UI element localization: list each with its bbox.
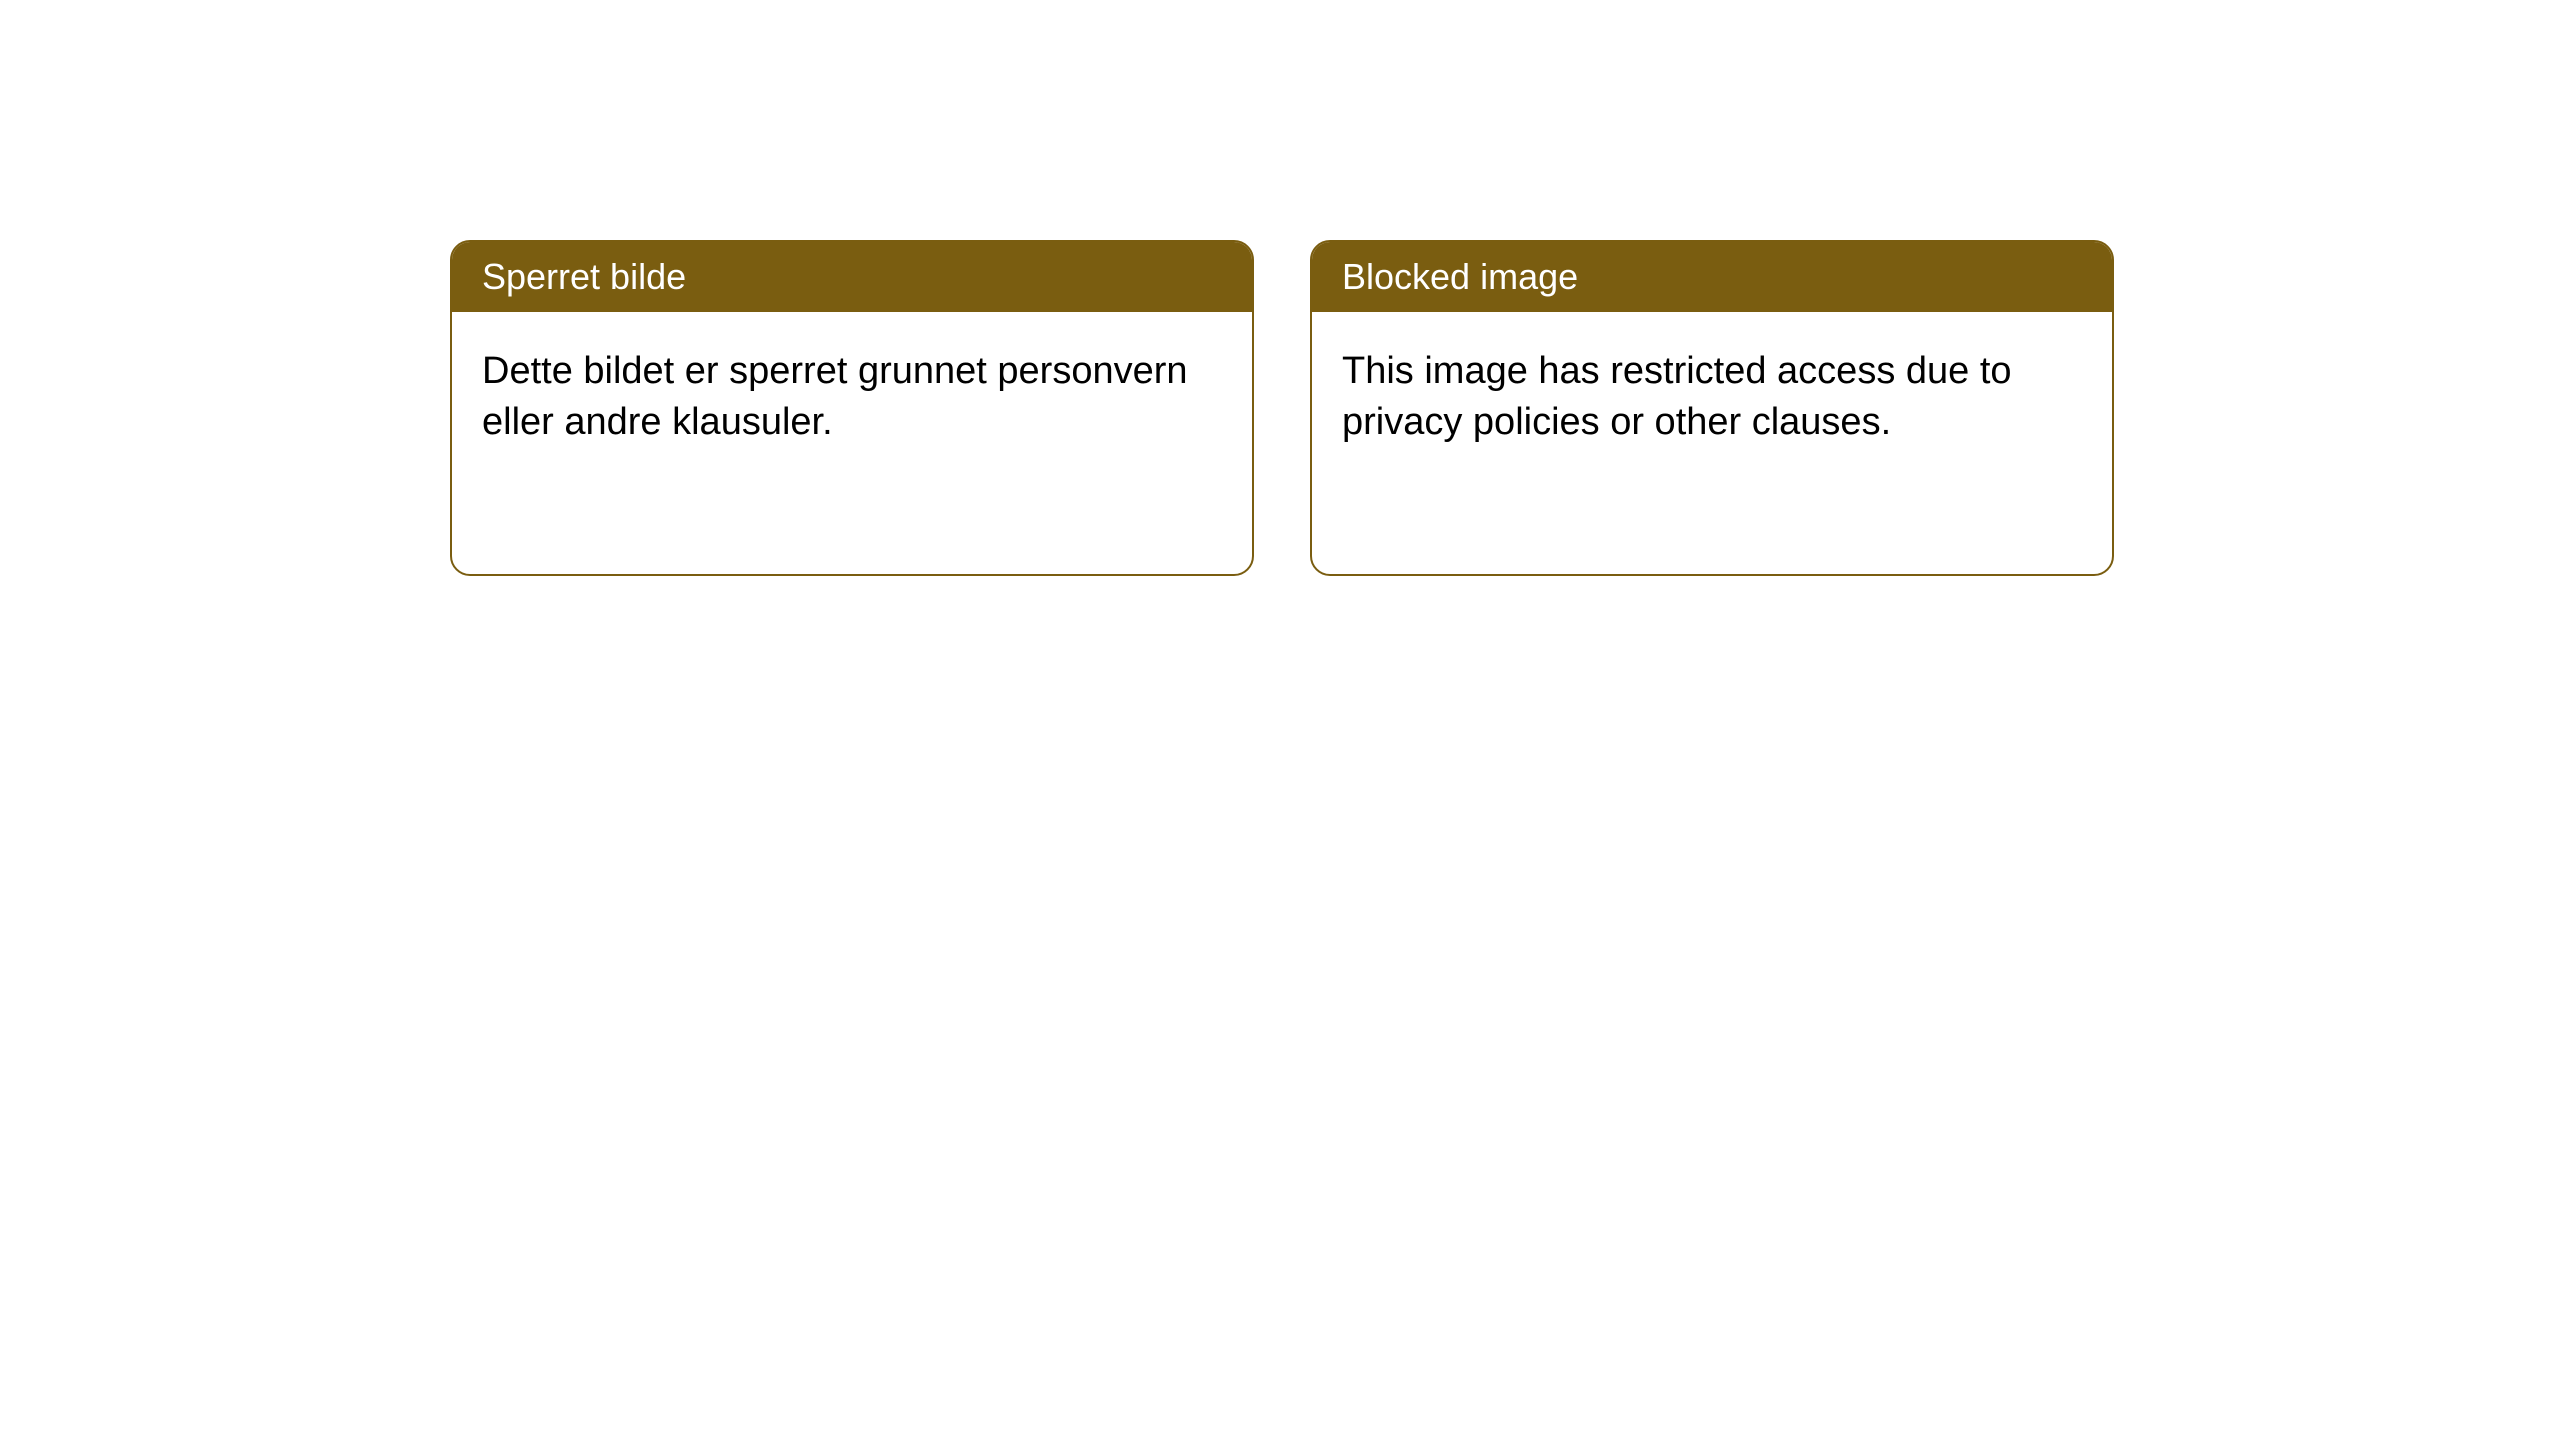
card-title-en: Blocked image: [1342, 256, 1578, 297]
blocked-image-card-no: Sperret bilde Dette bildet er sperret gr…: [450, 240, 1254, 576]
card-header-en: Blocked image: [1312, 242, 2112, 312]
card-body-no: Dette bildet er sperret grunnet personve…: [452, 312, 1252, 483]
blocked-image-card-en: Blocked image This image has restricted …: [1310, 240, 2114, 576]
card-body-en: This image has restricted access due to …: [1312, 312, 2112, 483]
card-message-no: Dette bildet er sperret grunnet personve…: [482, 350, 1188, 443]
card-message-en: This image has restricted access due to …: [1342, 350, 2012, 443]
card-title-no: Sperret bilde: [482, 256, 686, 297]
card-header-no: Sperret bilde: [452, 242, 1252, 312]
blocked-image-cards-container: Sperret bilde Dette bildet er sperret gr…: [450, 240, 2114, 576]
